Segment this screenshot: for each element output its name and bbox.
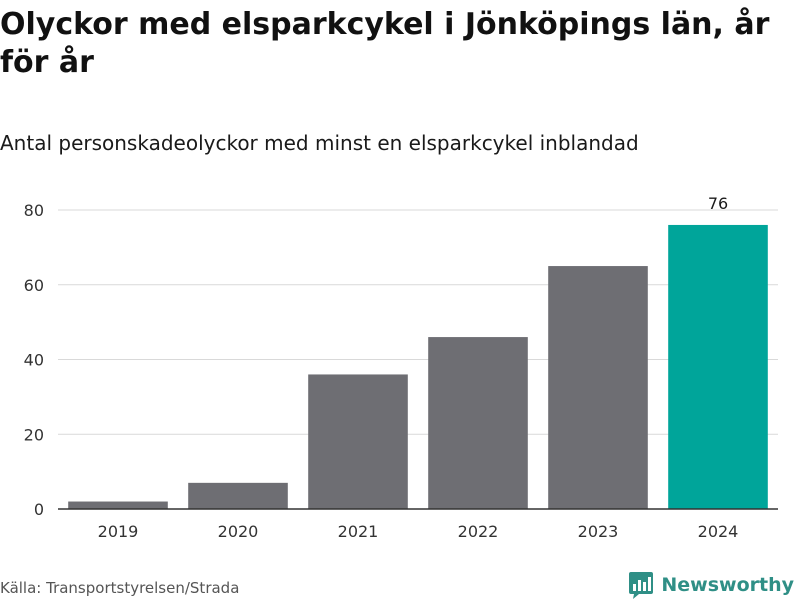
bar-2020 [188,482,288,509]
x-tick-label: 2024 [698,522,739,541]
bar-2022 [428,337,528,509]
x-tick-label: 2022 [458,522,499,541]
x-tick-label: 2021 [338,522,379,541]
data-label: 76 [708,194,728,213]
bar-2019 [68,501,168,509]
source-note: Källa: Transportstyrelsen/Strada [0,579,240,597]
chart-subtitle: Antal personskadeolyckor med minst en el… [0,131,639,155]
bar-2024 [668,224,768,509]
x-tick-label: 2020 [218,522,259,541]
y-tick-label: 60 [24,276,44,295]
y-tick-label: 40 [24,351,44,370]
x-tick-label: 2019 [98,522,139,541]
bar-2023 [548,266,648,509]
brand-logo: Newsworthy [628,569,794,601]
bar-2021 [308,374,408,509]
y-tick-label: 80 [24,201,44,220]
brand-name: Newsworthy [661,574,794,596]
chart-title: Olyckor med elsparkcykel i Jönköpings lä… [0,7,770,80]
x-tick-label: 2023 [578,522,619,541]
bar-chart-logo-icon [629,572,654,599]
y-tick-label: 20 [24,425,44,444]
y-tick-label: 0 [34,500,44,519]
